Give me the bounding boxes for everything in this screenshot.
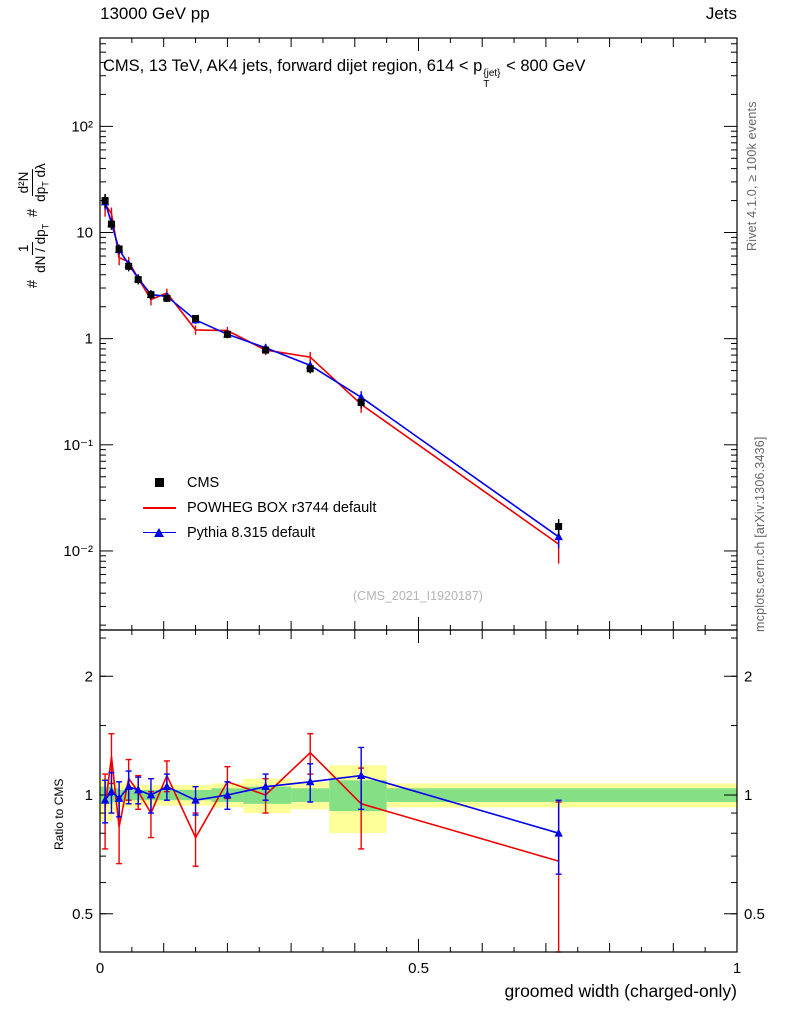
pt-subscript: T	[483, 79, 490, 90]
pythia-triangle-line-icon	[142, 527, 176, 538]
plot-title-tail: < 800 GeV	[501, 57, 586, 75]
svg-text:10: 10	[76, 225, 93, 242]
plot-header: 13000 GeV pp Jets	[100, 4, 737, 24]
hash-symbol: #	[25, 208, 42, 217]
legend-label-cms: CMS	[187, 474, 220, 491]
series-cms	[101, 194, 563, 536]
cms-marker-icon	[142, 478, 176, 487]
pt-superscript: {jet}	[483, 68, 501, 79]
ratio-y-axis-label: Ratio to CMS	[52, 778, 66, 850]
mcplots-arxiv-note: mcplots.cern.ch [arXiv:1306.3436]	[753, 436, 767, 632]
svg-text:1: 1	[85, 331, 93, 348]
main-y-axis-label: # 1 dN / dpT # d²N dpT dλ	[16, 163, 51, 288]
plot-title-text: CMS, 13 TeV, AK4 jets, forward dijet reg…	[103, 57, 483, 75]
analysis-id-watermark: (CMS_2021_I1920187)	[353, 589, 483, 603]
analysis-group-label: Jets	[705, 4, 737, 23]
pt-jet-subsup: {jet} T	[483, 69, 500, 90]
ratio-panel-frame	[99, 629, 738, 953]
tick-labels: 10² 10 1 10⁻¹ 10⁻² 0.5 0.5 1 1 2 2 0 0.5 1	[63, 118, 764, 977]
hash-symbol: #	[25, 279, 42, 288]
svg-text:0: 0	[96, 960, 104, 977]
normalization-fraction: 1 dN / dpT	[16, 223, 51, 273]
series-pythia-8.315-default	[100, 746, 563, 875]
svg-text:1: 1	[744, 787, 752, 804]
powheg-line-icon	[142, 506, 176, 509]
svg-text:1: 1	[85, 787, 93, 804]
ratio-uncertainty-bands	[100, 765, 737, 834]
svg-text:10⁻²: 10⁻²	[63, 543, 93, 560]
legend-label-powheg: POWHEG BOX r3744 default	[187, 499, 377, 516]
svg-text:2: 2	[85, 668, 93, 685]
legend-label-pythia: Pythia 8.315 default	[187, 524, 316, 541]
legend: CMS POWHEG BOX r3744 default Pythia 8.31…	[142, 470, 376, 545]
svg-text:0.5: 0.5	[72, 906, 93, 923]
svg-text:2: 2	[744, 668, 752, 685]
rivet-version-note: Rivet 4.1.0, ≥ 100k events	[745, 101, 759, 251]
beam-energy-label: 13000 GeV pp	[100, 4, 210, 23]
svg-text:10⁻¹: 10⁻¹	[63, 437, 93, 454]
x-axis-label: groomed width (charged-only)	[504, 981, 737, 1001]
svg-text:10²: 10²	[71, 118, 93, 135]
legend-item-cms: CMS	[142, 470, 376, 495]
legend-item-powheg: POWHEG BOX r3744 default	[142, 495, 376, 520]
svg-text:0.5: 0.5	[744, 906, 765, 923]
legend-item-pythia: Pythia 8.315 default	[142, 520, 376, 545]
svg-text:1: 1	[733, 960, 741, 977]
svg-text:0.5: 0.5	[408, 960, 429, 977]
differential-fraction: d²N dpT dλ	[16, 163, 51, 202]
plot-title: CMS, 13 TeV, AK4 jets, forward dijet reg…	[103, 57, 585, 90]
